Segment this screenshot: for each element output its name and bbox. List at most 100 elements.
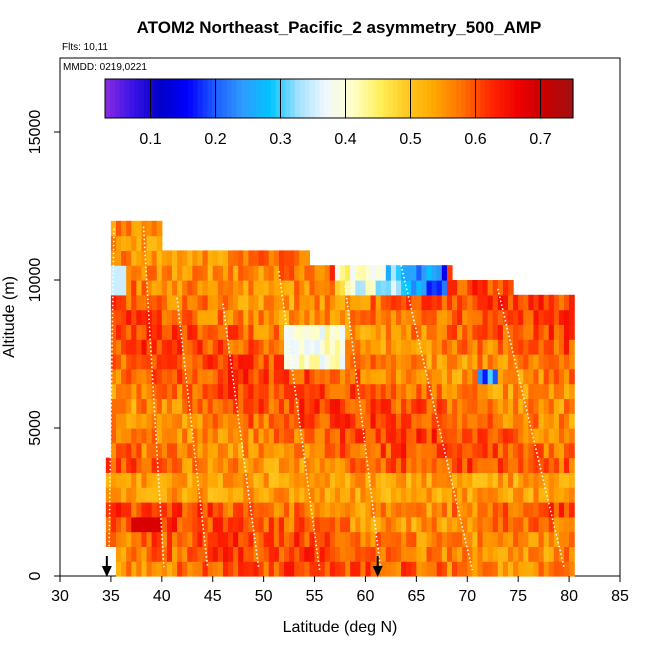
colorbar-cell bbox=[529, 79, 535, 118]
heatmap-cell bbox=[146, 457, 153, 473]
heatmap-cell bbox=[309, 546, 316, 562]
heatmap-cell bbox=[156, 428, 163, 444]
heatmap-cell bbox=[161, 457, 168, 473]
heatmap-cell bbox=[390, 280, 397, 296]
heatmap-cell bbox=[212, 280, 219, 296]
heatmap-cell bbox=[146, 531, 153, 547]
heatmap-cell bbox=[146, 220, 153, 237]
heatmap-cell bbox=[426, 428, 433, 444]
heatmap-cell bbox=[314, 472, 321, 488]
heatmap-cell bbox=[192, 442, 199, 459]
heatmap-cell bbox=[436, 398, 443, 414]
heatmap-cell bbox=[472, 383, 479, 399]
heatmap-cell bbox=[273, 502, 280, 518]
heatmap-cell bbox=[452, 428, 458, 444]
heatmap-cell bbox=[436, 561, 443, 577]
heatmap-cell bbox=[278, 294, 285, 311]
heatmap-cell bbox=[421, 516, 428, 533]
heatmap-cell bbox=[319, 339, 326, 355]
heatmap-cell bbox=[380, 368, 387, 385]
heatmap-cell bbox=[334, 502, 341, 518]
heatmap-cell bbox=[558, 546, 565, 562]
heatmap-cell bbox=[355, 502, 361, 518]
heatmap-cell bbox=[294, 354, 300, 370]
heatmap-cell bbox=[477, 516, 484, 533]
heatmap-cell bbox=[355, 561, 361, 577]
heatmap-cell bbox=[192, 487, 199, 503]
heatmap-cell bbox=[472, 413, 479, 429]
heatmap-cell bbox=[416, 339, 423, 355]
heatmap-cell bbox=[446, 368, 453, 385]
heatmap-cell bbox=[172, 324, 178, 340]
heatmap-cell bbox=[553, 413, 560, 429]
heatmap-cell bbox=[177, 516, 183, 533]
heatmap-cell bbox=[319, 324, 326, 340]
heatmap-cell bbox=[222, 250, 229, 266]
heatmap-cell bbox=[462, 457, 468, 473]
heatmap-cell bbox=[385, 428, 392, 444]
heatmap-cell bbox=[161, 546, 168, 562]
heatmap-cell bbox=[380, 398, 387, 414]
heatmap-cell bbox=[365, 487, 372, 503]
heatmap-cell bbox=[187, 324, 193, 340]
heatmap-cell bbox=[166, 294, 173, 311]
heatmap-cell bbox=[243, 428, 249, 444]
heatmap-cell bbox=[497, 561, 504, 577]
heatmap-cell bbox=[151, 294, 158, 311]
colorbar-cell bbox=[168, 79, 174, 118]
heatmap-cell bbox=[472, 324, 479, 340]
heatmap-cell bbox=[355, 531, 361, 547]
heatmap-cell bbox=[436, 546, 443, 562]
heatmap-cell bbox=[284, 280, 290, 296]
heatmap-cell bbox=[558, 531, 565, 547]
heatmap-cell bbox=[385, 502, 392, 518]
heatmap-cell bbox=[492, 398, 499, 414]
heatmap-cell bbox=[126, 280, 132, 296]
heatmap-cell bbox=[401, 428, 407, 444]
heatmap-cell bbox=[380, 531, 387, 547]
heatmap-cell bbox=[177, 280, 183, 296]
heatmap-cell bbox=[202, 502, 209, 518]
heatmap-cell bbox=[217, 398, 224, 414]
heatmap-cell bbox=[452, 516, 458, 533]
heatmap-cell bbox=[497, 546, 504, 562]
heatmap-cell bbox=[385, 339, 392, 355]
heatmap-cell bbox=[457, 324, 463, 340]
colorbar-cell bbox=[119, 79, 126, 118]
heatmap-cell bbox=[533, 561, 540, 577]
heatmap-cell bbox=[564, 457, 570, 473]
heatmap-cell bbox=[558, 309, 565, 325]
heatmap-cell bbox=[319, 472, 326, 488]
heatmap-cell bbox=[126, 531, 132, 547]
heatmap-cell bbox=[151, 546, 158, 562]
heatmap-cell bbox=[533, 472, 540, 488]
heatmap-cell bbox=[528, 546, 535, 562]
heatmap-cell bbox=[334, 309, 341, 325]
heatmap-cell bbox=[502, 487, 509, 503]
heatmap-cell bbox=[238, 531, 244, 547]
colorbar-cell bbox=[295, 79, 301, 118]
heatmap-cell bbox=[172, 280, 178, 296]
colorbar-cell bbox=[134, 79, 140, 118]
heatmap-cell bbox=[156, 546, 163, 562]
heatmap-cell bbox=[569, 502, 575, 518]
heatmap-cell bbox=[558, 472, 565, 488]
heatmap-cell bbox=[110, 294, 117, 311]
heatmap-cell bbox=[416, 472, 423, 488]
heatmap-cell bbox=[487, 472, 494, 488]
heatmap-cell bbox=[202, 457, 209, 473]
heatmap-cell bbox=[370, 457, 377, 473]
heatmap-cell bbox=[350, 561, 356, 577]
heatmap-cell bbox=[390, 531, 397, 547]
heatmap-cell bbox=[431, 428, 438, 444]
heatmap-cell bbox=[197, 324, 204, 340]
heatmap-cell bbox=[350, 457, 356, 473]
heatmap-cell bbox=[192, 472, 199, 488]
heatmap-cell bbox=[263, 546, 270, 562]
heatmap-cell bbox=[289, 339, 295, 355]
heatmap-cell bbox=[253, 457, 260, 473]
heatmap-cell bbox=[126, 368, 132, 385]
heatmap-cell bbox=[289, 487, 295, 503]
heatmap-cell bbox=[222, 428, 229, 444]
heatmap-cell bbox=[314, 368, 321, 385]
